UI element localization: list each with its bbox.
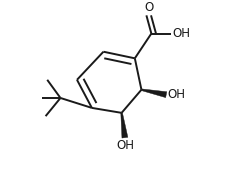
Text: O: O: [143, 1, 153, 14]
Polygon shape: [141, 89, 166, 98]
Text: OH: OH: [115, 139, 133, 152]
Text: OH: OH: [166, 88, 184, 101]
Polygon shape: [120, 113, 127, 138]
Text: OH: OH: [171, 27, 189, 40]
